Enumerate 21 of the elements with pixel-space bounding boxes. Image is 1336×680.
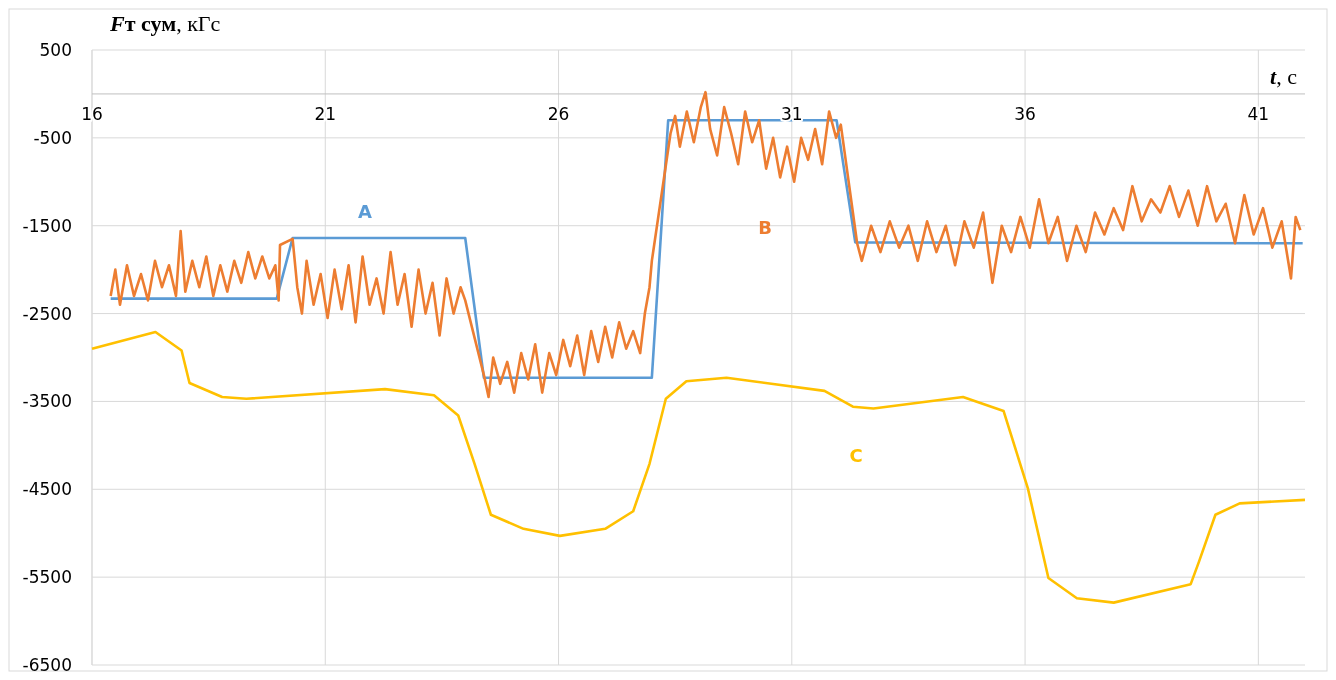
x-tick-label: 31 <box>780 103 803 124</box>
text: C <box>849 444 863 466</box>
line-series <box>109 90 1302 399</box>
x-tick-label: 36 <box>1014 103 1036 124</box>
y-axis-title: Fт сум, кГс <box>109 11 221 36</box>
y-tick-label: -4500 <box>22 479 72 500</box>
x-axis-title: t, с <box>1270 63 1298 89</box>
y-tick-label: -5500 <box>22 567 72 588</box>
x-tick-label: 16 <box>81 103 103 124</box>
y-tick-label: -1500 <box>22 215 72 236</box>
text: B <box>758 217 773 239</box>
y-tick-label: -6500 <box>22 655 72 675</box>
x-tick-label: 41 <box>1247 103 1270 124</box>
y-tick-label: -2500 <box>22 303 72 324</box>
line-series <box>90 330 1307 604</box>
y-tick-label: 500 <box>39 40 72 60</box>
x-tick-label: 26 <box>547 103 570 124</box>
y-tick-label: -500 <box>33 127 72 148</box>
x-tick-label: 21 <box>314 103 337 124</box>
y-tick-label: -3500 <box>22 391 72 412</box>
series-label: A <box>357 201 372 223</box>
